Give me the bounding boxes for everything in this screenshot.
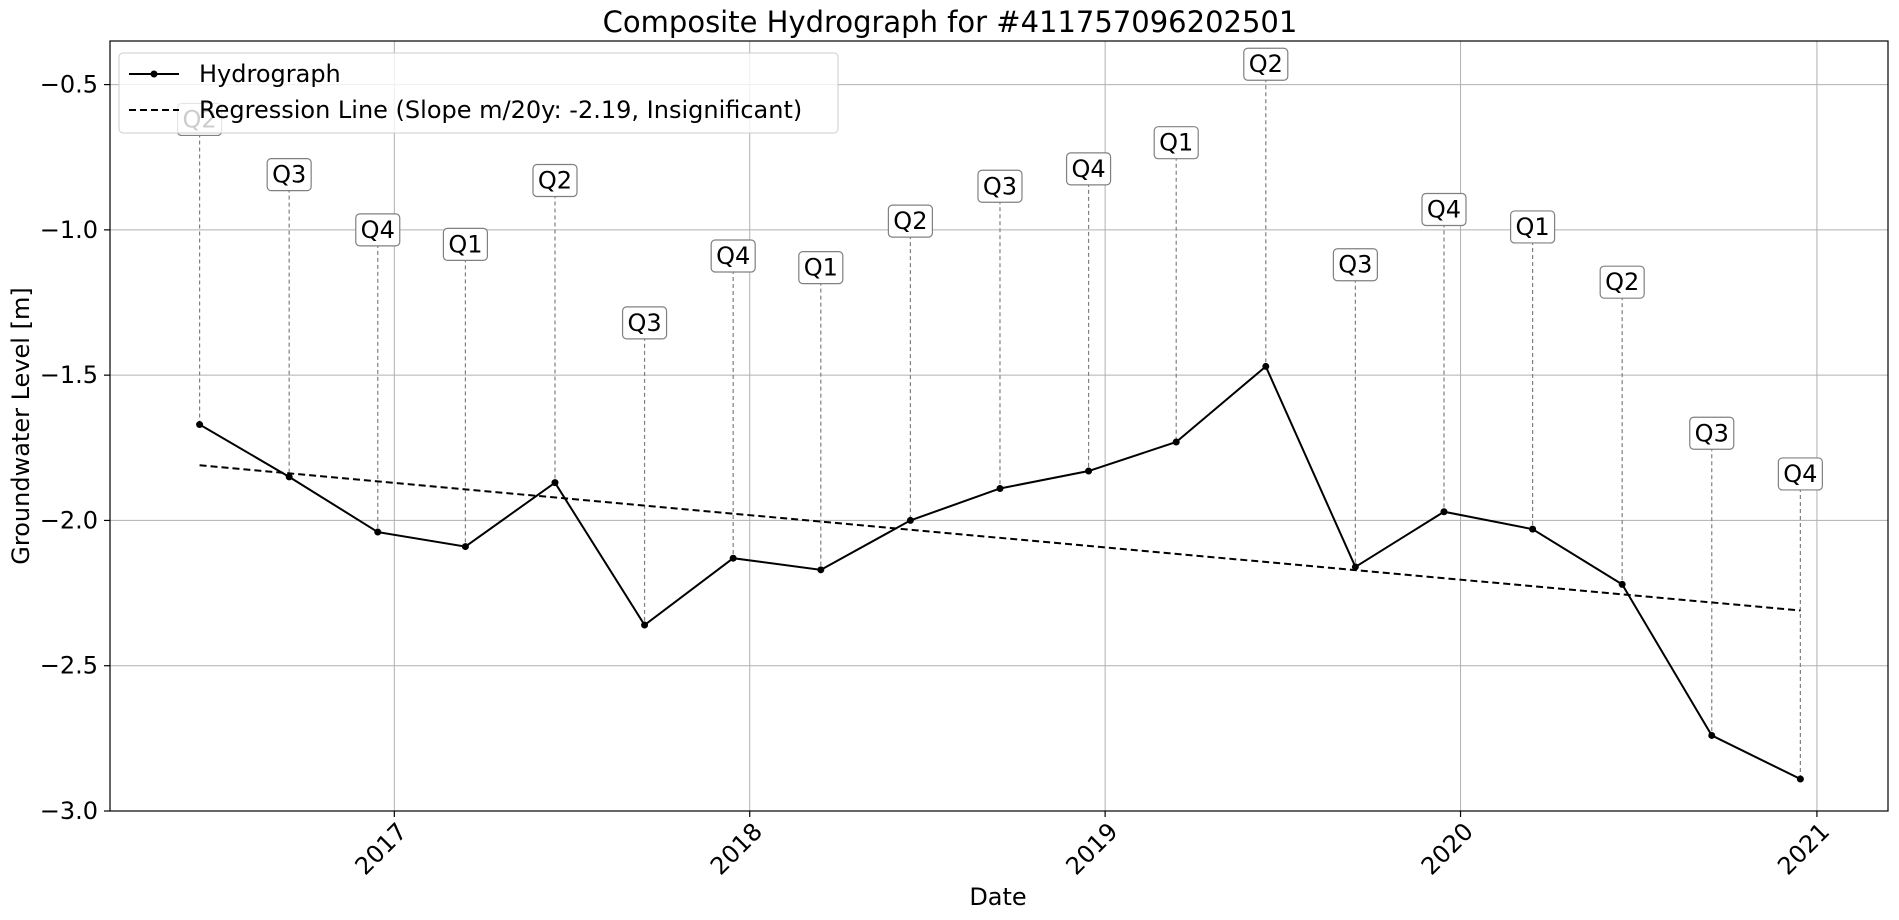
quarter-label-box — [1509, 210, 1556, 244]
legend-hydrograph-marker — [150, 70, 158, 78]
legend-hydrograph-label: Hydrograph — [199, 60, 341, 88]
y-tick-label: −0.5 — [40, 71, 98, 99]
quarter-label: Q4 — [1065, 152, 1112, 186]
quarter-label: Q3 — [1689, 416, 1735, 450]
y-tick-label: −1.0 — [40, 216, 98, 244]
quarter-label-text: Q4 — [716, 242, 750, 270]
x-axis-label: Date — [969, 883, 1026, 911]
quarter-label-text: Q3 — [1338, 251, 1372, 279]
y-axis-label: Groundwater Level [m] — [7, 287, 35, 564]
quarter-label-text: Q4 — [1783, 460, 1817, 488]
quarter-label-text: Q3 — [272, 161, 306, 189]
quarter-label: Q3 — [1332, 248, 1378, 282]
quarter-label: Q4 — [1421, 192, 1467, 227]
plot-frame — [109, 40, 1889, 812]
quarter-label-text: Q1 — [448, 230, 482, 258]
quarter-label-box — [1777, 457, 1823, 491]
hydrograph-point — [1085, 467, 1093, 475]
hydrograph-point — [551, 479, 559, 487]
quarter-label-box — [710, 239, 756, 273]
quarter-label-box — [1243, 47, 1289, 81]
quarter-label-text: Q3 — [983, 172, 1017, 200]
quarter-label-text: Q2 — [1249, 50, 1283, 78]
legend-regression-label: Regression Line (Slope m/20y: -2.19, Ins… — [199, 96, 802, 124]
quarter-label: Q2 — [1599, 265, 1645, 299]
hydrograph-point — [1440, 508, 1448, 516]
quarter-stems — [198, 64, 1801, 780]
quarter-label-box — [887, 204, 933, 238]
quarter-label-text: Q3 — [1695, 419, 1729, 447]
quarter-label: Q1 — [798, 251, 844, 285]
quarter-label-box — [621, 306, 668, 340]
quarter-label: Q1 — [442, 227, 489, 261]
hydrograph-point — [196, 421, 204, 429]
hydrograph-point — [374, 528, 382, 536]
quarter-label-box — [1421, 192, 1467, 227]
hydrograph-point — [1708, 731, 1716, 739]
hydrograph-point — [461, 543, 469, 551]
quarter-label-text: Q2 — [893, 207, 927, 235]
quarter-label-box — [266, 158, 312, 192]
quarter-label: Q3 — [266, 158, 312, 192]
quarter-label-box — [1153, 126, 1199, 160]
quarter-label: Q1 — [1153, 126, 1199, 160]
quarter-labels: Q2Q3Q4Q1Q2Q3Q4Q1Q2Q3Q4Q1Q2Q3Q4Q1Q2Q3Q4 — [176, 47, 1823, 491]
quarter-label-text: Q2 — [538, 166, 572, 194]
quarter-label-box — [532, 163, 578, 198]
quarter-label: Q2 — [887, 204, 933, 238]
quarter-label: Q3 — [621, 306, 668, 340]
quarter-label: Q4 — [1777, 457, 1823, 491]
hydrograph-point — [729, 554, 737, 562]
y-tick-label: −1.5 — [40, 361, 98, 389]
quarter-label: Q4 — [710, 239, 756, 273]
hydrograph-point — [996, 484, 1004, 492]
hydrograph-point — [641, 621, 649, 629]
hydrograph-point — [817, 566, 825, 574]
quarter-label-text: Q1 — [804, 254, 838, 282]
y-tick-label: −3.0 — [40, 797, 98, 825]
series-layer — [196, 362, 1804, 783]
quarter-label-text: Q4 — [1427, 196, 1461, 224]
quarter-label-text: Q1 — [1159, 129, 1193, 157]
quarter-label-box — [442, 227, 489, 261]
quarter-label-box — [1599, 265, 1645, 299]
hydrograph-point — [906, 516, 914, 524]
quarter-label-text: Q4 — [361, 216, 395, 244]
hydrograph-point — [1618, 580, 1626, 588]
quarter-label-box — [1332, 248, 1378, 282]
quarter-label: Q2 — [1243, 47, 1289, 81]
quarter-label-box — [1689, 416, 1735, 450]
hydrograph-point — [285, 473, 293, 481]
hydrograph-point — [1529, 525, 1537, 533]
legend: Hydrograph Regression Line (Slope m/20y:… — [118, 52, 839, 134]
quarter-label-box — [798, 251, 844, 285]
y-tick-label: −2.0 — [40, 506, 98, 534]
hydrograph-point — [1351, 563, 1359, 571]
quarter-label-text: Q4 — [1071, 155, 1105, 183]
y-tick-label: −2.5 — [40, 652, 98, 680]
quarter-label-text: Q3 — [627, 309, 661, 337]
quarter-label-box — [1065, 152, 1112, 186]
hydrograph-point — [1796, 775, 1804, 783]
regression-line — [199, 464, 1801, 612]
chart-title: Composite Hydrograph for #41175709620250… — [603, 5, 1298, 39]
quarter-label-box — [355, 213, 401, 247]
legend-frame — [118, 52, 839, 134]
hydrograph-point — [1262, 362, 1270, 370]
quarter-label: Q1 — [1509, 210, 1556, 244]
quarter-label-box — [977, 169, 1023, 203]
quarter-label: Q2 — [532, 163, 578, 198]
quarter-label: Q4 — [355, 213, 401, 247]
quarter-label-text: Q1 — [1516, 213, 1550, 241]
hydrograph-point — [1172, 438, 1180, 446]
quarter-label-text: Q2 — [1605, 268, 1639, 296]
quarter-label: Q3 — [977, 169, 1023, 203]
